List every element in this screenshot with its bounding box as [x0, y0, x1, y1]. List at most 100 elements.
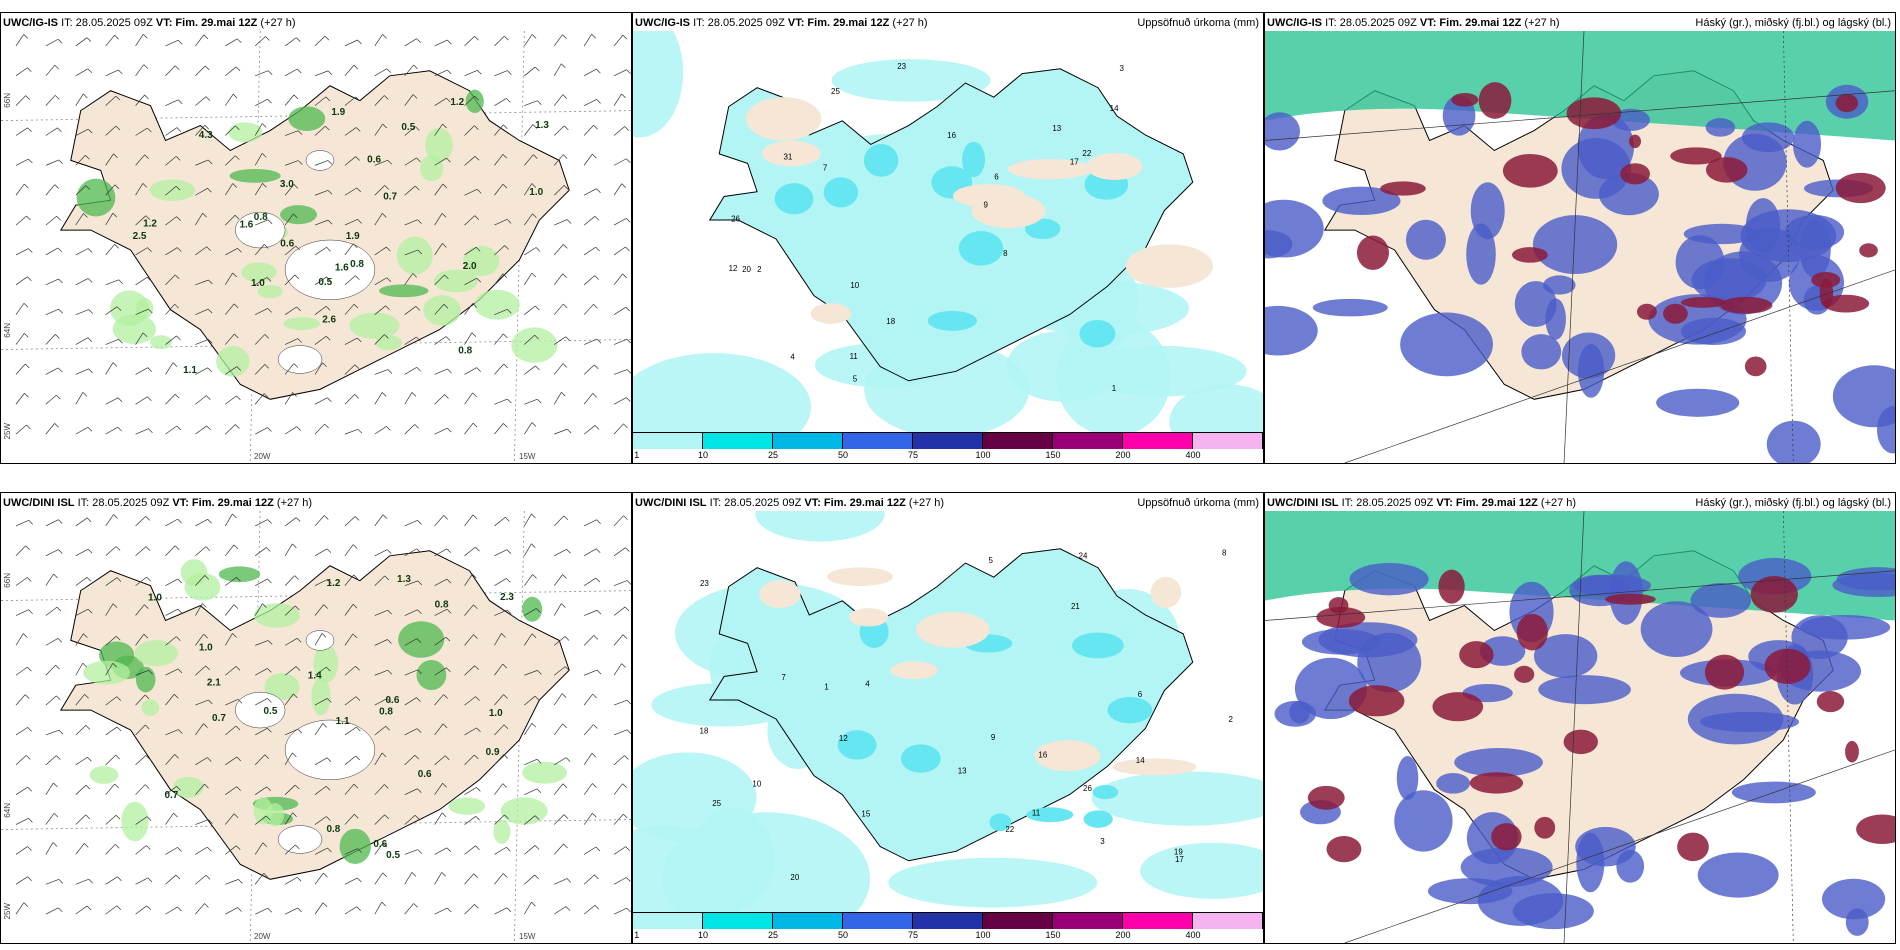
- valid-time: VT: Fim. 29.mai 12Z: [155, 17, 258, 29]
- wind-barb: [494, 219, 508, 226]
- wind-barb-flag: [206, 425, 211, 431]
- wind-barb: [434, 515, 445, 527]
- wind-barb: [45, 423, 55, 435]
- low-cloud: [1265, 230, 1293, 259]
- wind-barb: [464, 69, 478, 77]
- wind-barb-flag: [474, 156, 480, 161]
- wind-barb: [464, 727, 477, 736]
- glacier: [277, 345, 323, 374]
- wind-barb: [613, 369, 628, 375]
- wind-barb-flag: [621, 183, 627, 188]
- wind-barb: [224, 93, 234, 106]
- wind-barb-flag: [56, 606, 62, 612]
- wind-barb: [314, 335, 327, 345]
- wind-barb: [105, 905, 118, 915]
- wind-barb: [105, 514, 114, 527]
- precip-value: 5: [988, 556, 993, 565]
- wind-barb-flag: [87, 128, 93, 134]
- wind-barb-flag: [28, 158, 33, 164]
- wind-barb-flag: [327, 70, 333, 76]
- wind-barb: [583, 153, 593, 166]
- wind-barb-flag: [537, 100, 542, 105]
- wind-barb: [434, 548, 447, 557]
- wind-barb-flag: [414, 185, 420, 191]
- wind-barb-flag: [84, 694, 89, 699]
- wind-barb: [613, 397, 627, 405]
- wind-barb-flag: [417, 249, 423, 255]
- wind-barb: [434, 368, 448, 375]
- wind-barb-flag: [175, 874, 181, 880]
- precip-value: 25: [831, 87, 840, 96]
- wind-barb-flag: [296, 877, 302, 882]
- wind-barb: [225, 366, 238, 375]
- wind-barb-flag: [267, 907, 273, 913]
- wind-barb-flag: [532, 213, 537, 219]
- wind-barb-flag: [58, 278, 63, 284]
- wind-barb-flag: [442, 243, 447, 248]
- mid-cloud: [1750, 576, 1798, 613]
- wind-barb: [135, 34, 144, 47]
- mid-cloud: [1677, 832, 1709, 862]
- wind-barb-flag: [24, 183, 29, 189]
- precip-area: [265, 802, 285, 827]
- longitude-line: [513, 511, 525, 943]
- wind-barb-flag: [474, 35, 479, 41]
- wind-barb: [135, 576, 147, 586]
- wind-barb: [494, 423, 504, 435]
- wind-barb: [284, 844, 296, 855]
- wind-barb-flag: [447, 69, 452, 75]
- wind-barb-flag: [86, 37, 92, 42]
- precip-value: 1.0: [251, 278, 265, 289]
- wind-barb: [254, 754, 266, 766]
- precip-value: 2.5: [133, 231, 147, 242]
- low-cloud: [1745, 198, 1781, 253]
- wind-barb: [105, 153, 114, 166]
- wind-barb: [464, 816, 476, 825]
- wind-barb: [165, 335, 177, 345]
- wind-barb: [464, 514, 474, 527]
- dry-area: [745, 97, 822, 141]
- precip-area: [150, 335, 172, 350]
- wind-barb-flag: [234, 214, 240, 220]
- wind-barb: [494, 245, 505, 256]
- wind-barb: [284, 68, 298, 77]
- wind-barb-flag: [87, 68, 93, 74]
- wind-barb: [224, 183, 234, 196]
- wind-barb: [613, 246, 626, 256]
- wind-barb: [195, 367, 208, 375]
- wind-barb: [374, 123, 384, 136]
- precip-value: 1: [1112, 384, 1117, 393]
- mid-cloud: [1764, 648, 1811, 684]
- wind-barb-flag: [471, 332, 477, 337]
- wind-barb-flag: [88, 368, 93, 374]
- wind-barb: [613, 69, 627, 77]
- wind-barb-flag: [387, 159, 393, 165]
- wind-barb-flag: [267, 578, 272, 584]
- wind-barb: [75, 337, 89, 345]
- wind-barb-flag: [531, 633, 537, 638]
- wind-barb: [105, 279, 119, 286]
- wind-barb-flag: [147, 247, 152, 252]
- wind-barb-flag: [357, 337, 362, 343]
- wind-barb: [434, 636, 447, 646]
- wind-barb-flag: [565, 336, 571, 341]
- wind-barb-flag: [83, 213, 88, 218]
- wind-barb-flag: [594, 275, 599, 280]
- wind-barb: [45, 664, 56, 676]
- wind-barb-flag: [86, 577, 92, 582]
- wind-barb-flag: [622, 273, 627, 279]
- wind-barb-flag: [532, 574, 537, 579]
- wind-barb-flag: [596, 68, 601, 74]
- wind-barb-flag: [626, 369, 631, 374]
- panel-header: UWC/DINI ISL IT: 28.05.2025 09Z VT: Fim.…: [1267, 497, 1891, 511]
- wind-barb-flag: [58, 907, 63, 913]
- wind-barb-flag: [115, 125, 121, 131]
- wind-barb: [494, 516, 506, 527]
- wind-barb-flag: [357, 877, 362, 883]
- mid-cloud: [1459, 641, 1494, 669]
- wind-barb-flag: [292, 752, 297, 758]
- init-time: IT: 28.05.2025 09Z: [693, 17, 785, 29]
- wind-barb: [584, 609, 598, 616]
- wind-barb-flag: [87, 427, 93, 432]
- wind-barb: [105, 125, 117, 136]
